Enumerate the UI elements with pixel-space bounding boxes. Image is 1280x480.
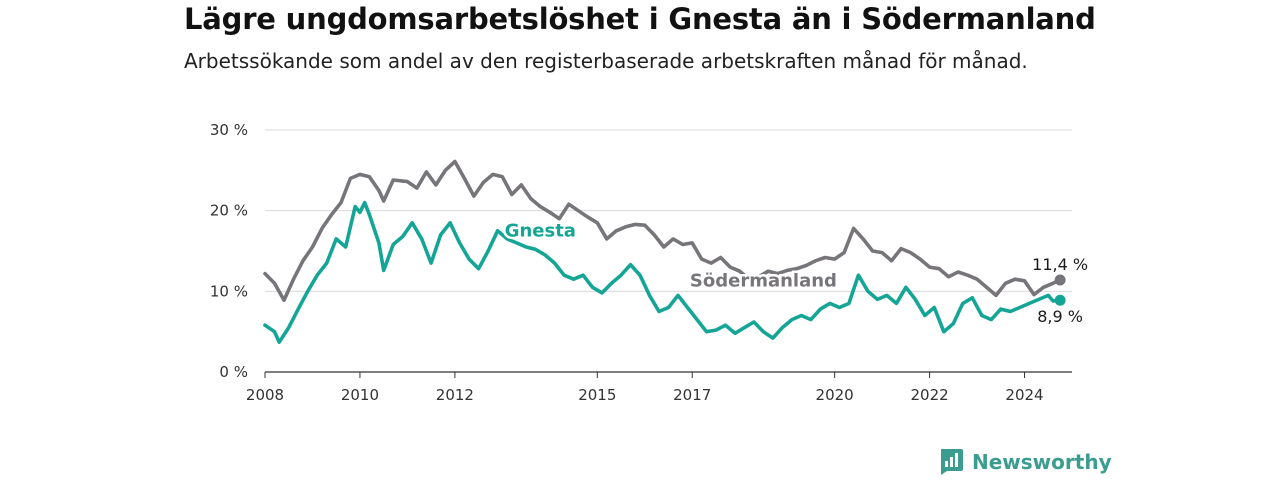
x-tick-label: 2008 [246,386,284,404]
series-lines [263,159,1066,344]
series-end-point-gnesta [1054,294,1066,306]
y-tick-label: 30 % [210,121,248,139]
end-value-label-s-dermanland: 11,4 % [1032,255,1088,274]
series-end-point-s-dermanland [1054,274,1066,286]
y-tick-label: 0 % [219,363,248,381]
newsworthy-logo-icon [941,449,963,475]
series-labels: 11,4 % Södermanland 8,9 % Gnesta [502,218,1088,326]
newsworthy-brand: Newsworthy [938,448,1112,476]
series-name-label-gnesta: Gnesta [505,220,576,241]
gridlines [265,129,1072,373]
chart-subtitle: Arbetssökande som andel av den registerb… [184,49,1028,73]
x-tick-label: 2020 [816,386,854,404]
series-line-gnesta [263,200,1062,344]
x-tick-label: 2022 [910,386,948,404]
series-line-s-dermanland [263,159,1062,302]
y-tick-label: 10 % [210,282,248,300]
end-value-label-gnesta: 8,9 % [1037,307,1083,326]
chart-title: Lägre ungdomsarbetslöshet i Gnesta än i … [184,2,1096,36]
brand-name: Newsworthy [972,450,1112,474]
x-tick-label: 2012 [436,386,474,404]
x-tick-label: 2017 [673,386,711,404]
y-axis-ticks: 0 % 10 % 20 % 30 % [210,121,248,381]
x-tick-label: 2024 [1005,386,1043,404]
x-axis-ticks: 2008 2010 2012 2015 2017 2020 2022 2024 [246,372,1044,404]
x-tick-label: 2015 [578,386,616,404]
y-tick-label: 20 % [210,202,248,220]
series-name-label-s-dermanland: Södermanland [690,270,837,291]
x-tick-label: 2010 [341,386,379,404]
